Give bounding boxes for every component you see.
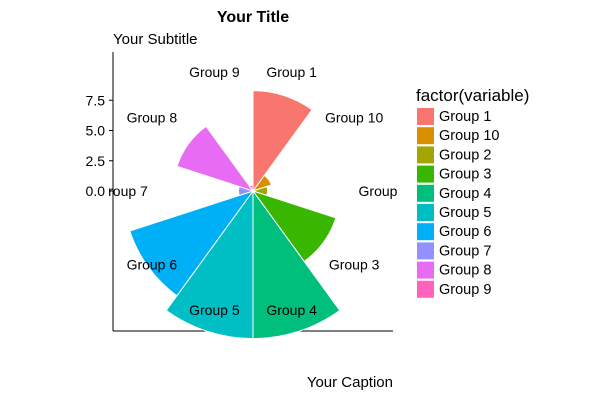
y-tick-label: 5.0 bbox=[86, 123, 106, 139]
y-axis-ticks: 0.0 2.5 5.0 7.5 bbox=[86, 92, 113, 199]
legend-swatch bbox=[417, 184, 434, 202]
legend-swatch bbox=[417, 108, 434, 125]
legend-swatch bbox=[417, 261, 434, 279]
legend-swatch bbox=[417, 223, 434, 241]
chart-caption: Your Caption bbox=[307, 374, 393, 391]
category-labels: Group 1 Group 10 Group Group 3 Group 4 Group … bbox=[108, 64, 398, 318]
legend-label: Group 10 bbox=[439, 128, 499, 144]
legend-label: Group 5 bbox=[439, 205, 491, 221]
legend-swatch bbox=[417, 127, 434, 145]
legend-swatch bbox=[417, 165, 434, 183]
y-tick-label: 0.0 bbox=[86, 183, 106, 199]
category-label: Group 8 bbox=[127, 110, 178, 126]
category-label: roup 7 bbox=[108, 183, 148, 199]
category-label: Group bbox=[359, 183, 398, 199]
legend-label: Group 1 bbox=[439, 109, 491, 125]
wedge-group-10 bbox=[251, 174, 273, 192]
category-label: Group 4 bbox=[266, 302, 317, 318]
wedge-group-5 bbox=[165, 189, 254, 340]
legend-swatch bbox=[417, 204, 434, 221]
category-label: Group 6 bbox=[127, 256, 178, 272]
legend-label: Group 4 bbox=[439, 186, 491, 202]
y-tick-label: 2.5 bbox=[86, 153, 106, 169]
wedges bbox=[129, 90, 341, 340]
legend-label: Group 3 bbox=[439, 167, 491, 183]
chart-subtitle: Your Subtitle bbox=[113, 31, 198, 48]
legend-title: factor(variable) bbox=[416, 86, 529, 105]
legend: factor(variable) Group 1 Group 10 Group 2 G… bbox=[416, 86, 529, 298]
wedge-group-8 bbox=[176, 125, 255, 192]
category-label: Group 5 bbox=[189, 302, 240, 318]
legend-swatch bbox=[417, 280, 434, 298]
category-label: Group 1 bbox=[266, 64, 317, 80]
legend-label: Group 7 bbox=[439, 243, 491, 259]
wedge-group-1 bbox=[252, 90, 313, 193]
legend-label: Group 8 bbox=[439, 263, 491, 279]
category-label: Group 3 bbox=[329, 256, 380, 272]
legend-swatch bbox=[417, 242, 434, 260]
y-tick-label: 7.5 bbox=[86, 92, 106, 108]
wedge-group-6 bbox=[129, 190, 255, 297]
chart-title: Your Title bbox=[217, 9, 289, 26]
category-label: Group 9 bbox=[189, 64, 240, 80]
legend-label: Group 9 bbox=[439, 282, 491, 298]
wedge-group-9 bbox=[248, 184, 254, 193]
legend-swatch bbox=[417, 146, 434, 164]
wedge-group-4 bbox=[252, 189, 341, 340]
legend-label: Group 6 bbox=[439, 224, 491, 240]
category-label: Group 10 bbox=[325, 110, 384, 126]
legend-label: Group 2 bbox=[439, 147, 491, 163]
